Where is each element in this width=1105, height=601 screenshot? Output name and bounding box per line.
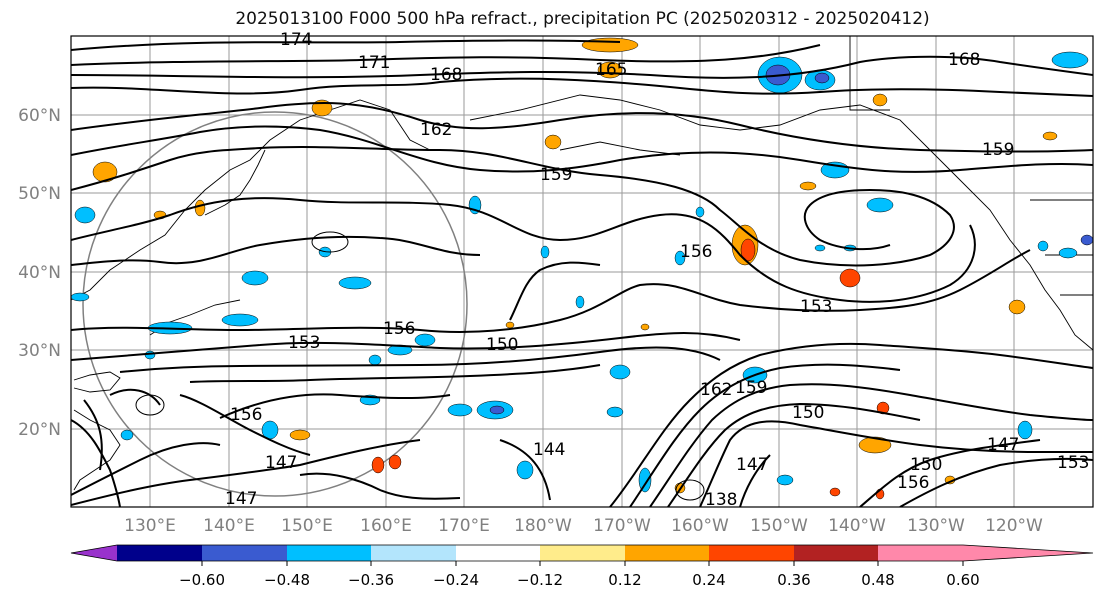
latitude-labels: 60°N 50°N 40°N 30°N 20°N	[18, 106, 61, 440]
colorbar-tick-label: 0.48	[861, 571, 894, 589]
contour-label: 150	[486, 335, 518, 355]
colorbar-segment	[709, 545, 794, 561]
lon-label: 160°E	[360, 516, 412, 536]
colorbar-segment	[540, 545, 625, 561]
lon-label: 180°W	[514, 516, 572, 536]
contour-label: 174	[280, 30, 312, 50]
contour-label: 171	[358, 53, 390, 73]
contour-label: 162	[700, 380, 732, 400]
colorbar-tick-label: 0.24	[692, 571, 725, 589]
lon-label: 150°E	[281, 516, 333, 536]
contour-label: 168	[948, 50, 980, 70]
colorbar-ticks	[201, 561, 964, 566]
map-frame	[70, 35, 1094, 508]
precip-shading	[71, 37, 1093, 500]
lon-label: 140°W	[828, 516, 886, 536]
lon-label: 160°W	[671, 516, 729, 536]
lon-label: 140°E	[203, 516, 255, 536]
contour-label: 162	[420, 120, 452, 140]
colorbar-tick-label: −0.12	[517, 571, 563, 589]
graticule	[71, 36, 1093, 507]
colorbar-tick-label: 0.60	[946, 571, 979, 589]
contour-label: 138	[705, 490, 737, 510]
range-circle	[82, 111, 468, 497]
colorbar-segment	[371, 545, 456, 561]
contour-label: 150	[910, 455, 942, 475]
lon-label: 150°W	[750, 516, 808, 536]
contour-label: 156	[230, 405, 262, 425]
contour-label: 147	[225, 489, 257, 509]
contour-label: 159	[735, 378, 767, 398]
contour-label: 168	[430, 65, 462, 85]
contour-label: 156	[383, 319, 415, 339]
contour-label: 159	[982, 140, 1014, 160]
contour-label: 147	[265, 453, 297, 473]
colorbar-tick-label: −0.60	[179, 571, 225, 589]
map-title: 2025013100 F000 500 hPa refract., precip…	[235, 9, 930, 29]
contour-label: 153	[1057, 453, 1089, 473]
contour-label: 156	[897, 473, 929, 493]
contour-label: 150	[792, 403, 824, 423]
lat-label: 20°N	[18, 420, 61, 440]
contour-label: 165	[595, 60, 627, 80]
colorbar-segment	[794, 545, 878, 561]
contour-label: 147	[987, 435, 1019, 455]
colorbar-segment	[625, 545, 709, 561]
colorbar-segment	[202, 545, 287, 561]
colorbar: −0.60 −0.48 −0.36 −0.24 −0.12 0.12 0.24 …	[70, 544, 1094, 589]
colorbar-tick-label: −0.24	[433, 571, 479, 589]
colorbar-extend-low	[71, 545, 117, 561]
lat-label: 40°N	[18, 263, 61, 283]
colorbar-segment	[287, 545, 371, 561]
contour-label-layer: 174 171 168 165 168 162 159 159 156 153 …	[225, 30, 1089, 510]
colorbar-tick-label: −0.36	[348, 571, 394, 589]
lon-label: 130°W	[907, 516, 965, 536]
lat-label: 50°N	[18, 184, 61, 204]
contour-lines	[71, 39, 1093, 507]
colorbar-segment	[456, 545, 540, 561]
contour-label: 147	[736, 455, 768, 475]
colorbar-tick-label: 0.36	[777, 571, 810, 589]
lon-label: 170°E	[438, 516, 490, 536]
lat-label: 30°N	[18, 341, 61, 361]
lon-label: 130°E	[124, 516, 176, 536]
colorbar-extend-high	[963, 545, 1093, 561]
lat-label: 60°N	[18, 106, 61, 126]
contour-label: 153	[800, 297, 832, 317]
colorbar-tick-label: −0.48	[264, 571, 310, 589]
longitude-labels: 130°E 140°E 150°E 160°E 170°E 180°W 170°…	[124, 516, 1043, 536]
colorbar-outline	[70, 544, 1094, 562]
lon-label: 170°W	[593, 516, 651, 536]
colorbar-tick-label: 0.12	[608, 571, 641, 589]
contour-label: 156	[680, 242, 712, 262]
lon-label: 120°W	[985, 516, 1043, 536]
contour-label: 159	[540, 165, 572, 185]
contour-thin	[135, 231, 705, 501]
colorbar-segment	[117, 545, 202, 561]
colorbar-segment	[878, 545, 963, 561]
colorbar-tick-labels: −0.60 −0.48 −0.36 −0.24 −0.12 0.12 0.24 …	[179, 571, 980, 589]
contour-label: 153	[288, 333, 320, 353]
contour-label: 144	[533, 440, 565, 460]
